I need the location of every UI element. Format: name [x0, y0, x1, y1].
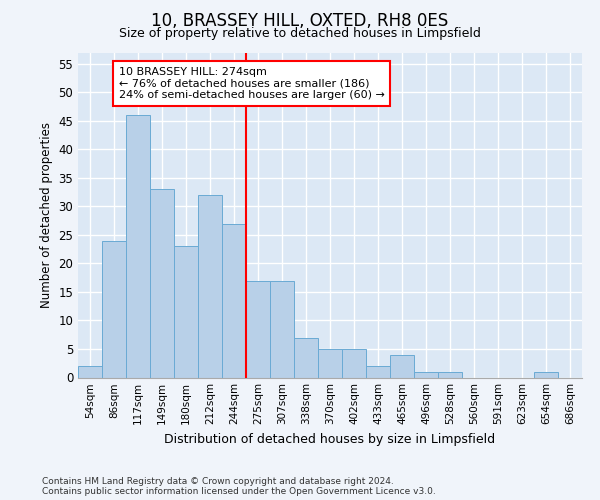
Bar [438, 372, 462, 378]
Bar [342, 349, 366, 378]
Bar [270, 280, 294, 378]
Bar [222, 224, 246, 378]
Y-axis label: Number of detached properties: Number of detached properties [40, 122, 53, 308]
Text: 10 BRASSEY HILL: 274sqm
← 76% of detached houses are smaller (186)
24% of semi-d: 10 BRASSEY HILL: 274sqm ← 76% of detache… [119, 67, 385, 100]
Bar [390, 354, 414, 378]
Bar [366, 366, 390, 378]
Bar [174, 246, 198, 378]
Text: Size of property relative to detached houses in Limpsfield: Size of property relative to detached ho… [119, 28, 481, 40]
Bar [294, 338, 318, 378]
Bar [318, 349, 342, 378]
Bar [414, 372, 438, 378]
Bar [150, 190, 174, 378]
X-axis label: Distribution of detached houses by size in Limpsfield: Distribution of detached houses by size … [164, 433, 496, 446]
Bar [126, 115, 150, 378]
Bar [198, 195, 222, 378]
Text: Contains public sector information licensed under the Open Government Licence v3: Contains public sector information licen… [42, 487, 436, 496]
Bar [246, 280, 270, 378]
Bar [102, 240, 126, 378]
Bar [534, 372, 558, 378]
Bar [78, 366, 102, 378]
Text: 10, BRASSEY HILL, OXTED, RH8 0ES: 10, BRASSEY HILL, OXTED, RH8 0ES [151, 12, 449, 30]
Text: Contains HM Land Registry data © Crown copyright and database right 2024.: Contains HM Land Registry data © Crown c… [42, 477, 394, 486]
